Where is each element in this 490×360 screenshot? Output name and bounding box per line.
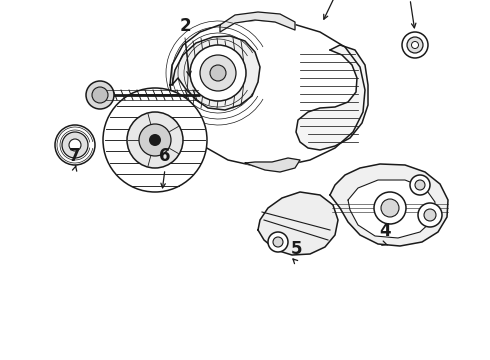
Circle shape bbox=[200, 55, 236, 91]
Circle shape bbox=[55, 125, 95, 165]
Circle shape bbox=[407, 37, 423, 53]
Circle shape bbox=[424, 209, 436, 221]
Polygon shape bbox=[330, 164, 448, 246]
Circle shape bbox=[273, 237, 283, 247]
Circle shape bbox=[69, 139, 81, 151]
Polygon shape bbox=[296, 45, 368, 150]
Polygon shape bbox=[245, 158, 300, 172]
Circle shape bbox=[374, 192, 406, 224]
Circle shape bbox=[410, 175, 430, 195]
Polygon shape bbox=[348, 180, 435, 238]
Circle shape bbox=[415, 180, 425, 190]
Circle shape bbox=[62, 132, 88, 158]
Circle shape bbox=[86, 81, 114, 109]
Circle shape bbox=[92, 87, 108, 103]
Circle shape bbox=[412, 41, 418, 49]
Polygon shape bbox=[172, 36, 260, 110]
Text: 6: 6 bbox=[159, 147, 171, 165]
Circle shape bbox=[418, 203, 442, 227]
Circle shape bbox=[268, 232, 288, 252]
Circle shape bbox=[210, 65, 226, 81]
Circle shape bbox=[127, 112, 183, 168]
Circle shape bbox=[402, 32, 428, 58]
Polygon shape bbox=[170, 20, 365, 166]
Circle shape bbox=[139, 124, 171, 156]
Circle shape bbox=[149, 134, 161, 146]
Text: 2: 2 bbox=[179, 17, 191, 35]
Circle shape bbox=[190, 45, 246, 101]
Text: 4: 4 bbox=[379, 222, 391, 240]
Circle shape bbox=[103, 88, 207, 192]
Polygon shape bbox=[258, 192, 338, 255]
Polygon shape bbox=[220, 12, 295, 32]
Circle shape bbox=[381, 199, 399, 217]
Text: 7: 7 bbox=[69, 147, 81, 165]
Text: 5: 5 bbox=[290, 240, 302, 258]
